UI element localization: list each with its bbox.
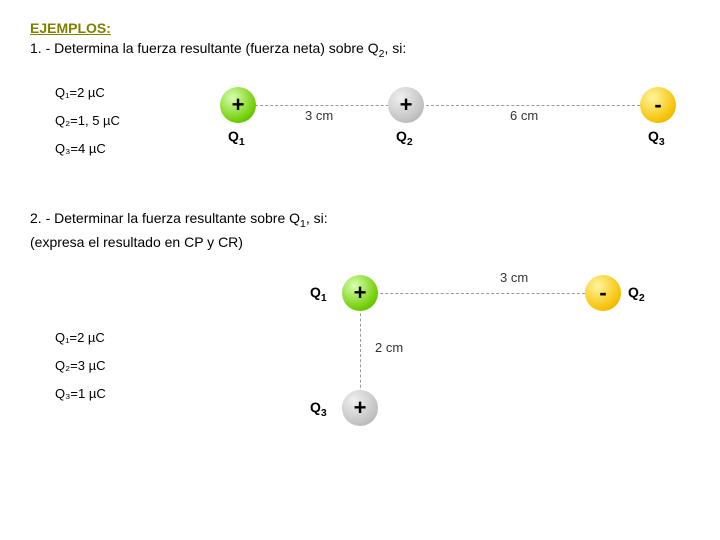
ex1-charge-q2: +: [388, 87, 424, 123]
ex2-q2-value: Q₂=3 µC: [55, 353, 106, 379]
plus-icon: +: [232, 92, 245, 118]
ex2-prompt-pre: 2. - Determinar la fuerza resultante sob…: [30, 210, 300, 226]
ex2-q1-label-text: Q: [310, 284, 321, 300]
diagram-2: Q₁=2 µC Q₂=3 µC Q₃=1 µC + Q1 3 cm - Q2 2…: [30, 270, 690, 440]
ex1-q3-label-sub: 3: [659, 136, 665, 148]
ex1-dist-23: 6 cm: [510, 108, 538, 123]
ex1-dist-12: 3 cm: [305, 108, 333, 123]
ex2-q3-label-sub: 3: [321, 406, 327, 418]
ex1-prompt-post: , si:: [384, 40, 406, 56]
ex1-values: Q₁=2 µC Q₂=1, 5 µC Q₃=4 µC: [55, 80, 120, 164]
ex2-q3-label: Q3: [310, 399, 327, 419]
examples-heading: EJEMPLOS:: [30, 20, 690, 36]
ex1-prompt: 1. - Determina la fuerza resultante (fue…: [30, 40, 690, 60]
ex1-charge-q3: -: [640, 87, 676, 123]
ex1-prompt-pre: 1. - Determina la fuerza resultante (fue…: [30, 40, 379, 56]
ex2-dist-13: 2 cm: [375, 340, 403, 355]
ex2-values: Q₁=2 µC Q₂=3 µC Q₃=1 µC: [55, 325, 106, 409]
ex2-q2-label-text: Q: [628, 284, 639, 300]
minus-icon: -: [654, 92, 661, 118]
ex1-q2-label-text: Q: [396, 128, 407, 144]
ex2-q1-label-sub: 1: [321, 291, 327, 303]
ex2-prompt-post: , si:: [306, 210, 328, 226]
ex1-q1-value: Q₁=2 µC: [55, 80, 120, 106]
plus-icon: +: [354, 280, 367, 306]
ex2-charge-q1: +: [342, 275, 378, 311]
ex1-q1-label-sub: 1: [239, 136, 245, 148]
minus-icon: -: [599, 280, 606, 306]
ex1-q2-label-sub: 2: [407, 136, 413, 148]
ex2-hline: [360, 293, 590, 294]
ex1-q3-label-text: Q: [648, 128, 659, 144]
ex2-prompt-line2: (expresa el resultado en CP y CR): [30, 234, 690, 250]
ex2-prompt: 2. - Determinar la fuerza resultante sob…: [30, 210, 690, 230]
ex1-axis-line: [235, 105, 655, 106]
ex1-q3-value: Q₃=4 µC: [55, 136, 120, 162]
ex1-q2-label: Q2: [396, 128, 413, 148]
ex1-q3-label: Q3: [648, 128, 665, 148]
ex2-q1-value: Q₁=2 µC: [55, 325, 106, 351]
ex2-q2-label-sub: 2: [639, 291, 645, 303]
ex2-q3-value: Q₃=1 µC: [55, 381, 106, 407]
ex2-q1-label: Q1: [310, 284, 327, 304]
plus-icon: +: [354, 395, 367, 421]
ex2-dist-12: 3 cm: [500, 270, 528, 285]
ex1-charge-q1: +: [220, 87, 256, 123]
ex2-charge-q2: -: [585, 275, 621, 311]
ex1-q2-value: Q₂=1, 5 µC: [55, 108, 120, 134]
ex1-q1-label-text: Q: [228, 128, 239, 144]
ex2-charge-q3: +: [342, 390, 378, 426]
diagram-1: Q₁=2 µC Q₂=1, 5 µC Q₃=4 µC + Q1 3 cm + Q…: [30, 80, 690, 170]
ex2-q3-label-text: Q: [310, 399, 321, 415]
ex2-q2-label: Q2: [628, 284, 645, 304]
ex1-q1-label: Q1: [228, 128, 245, 148]
plus-icon: +: [400, 92, 413, 118]
